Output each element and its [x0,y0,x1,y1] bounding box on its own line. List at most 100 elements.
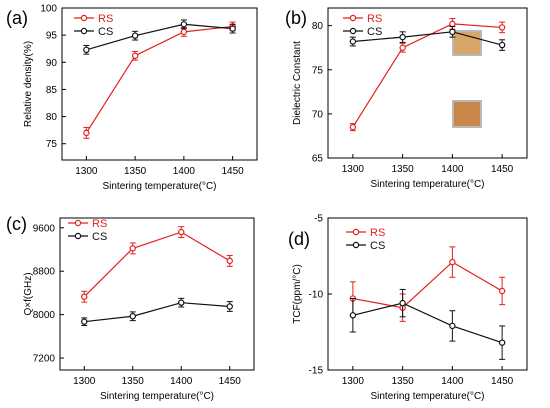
y-tick-label: 80 [312,21,324,32]
data-point [498,339,506,346]
y-axis-title: Q×f(GHz) [23,272,34,315]
legend-marker [349,14,357,22]
chart-panel: (d) 1300 1350 1400 1450 -15 -10 -5 Sintering tem… [288,214,528,402]
x-tick-label: 1300 [73,376,96,387]
legend-label: RS [98,13,113,25]
series-line [85,25,233,134]
x-axis-title: Sintering temperature(°C) [102,181,216,192]
series-line [352,31,503,46]
data-point [399,33,406,41]
legend-label: CS [370,240,385,252]
chart-panel: (b) 1300 1350 1400 1450 65 70 75 80 Sintering tem… [285,7,528,190]
y-tick-label: 70 [312,109,324,120]
legend-label: RS [92,218,107,230]
data-point [449,28,456,36]
chart-panel: (a) 1300 1350 1400 1450 75 80 85 90 95 100 Sinterin… [6,4,258,192]
data-point [226,303,233,310]
x-axis-title: Sintering temperature(°C) [100,391,214,402]
data-point [449,258,456,266]
y-tick-label: 80 [46,112,58,123]
x-tick-label: 1400 [173,166,196,177]
panel-label: (a) [6,8,28,28]
panel-label: (b) [285,8,307,28]
series-line [86,23,233,51]
y-tick-label: 8000 [33,310,56,321]
plot-frame [61,7,258,161]
data-point [226,257,233,265]
data-point [178,228,185,236]
x-tick-label: 1300 [342,164,365,175]
legend-marker [349,27,357,35]
legend-label: CS [98,26,113,38]
y-tick-label: 75 [312,65,324,76]
x-tick-label: 1400 [441,376,464,387]
y-tick-label: 90 [46,58,58,69]
legend-marker [74,219,82,227]
x-tick-label: 1450 [491,376,514,387]
data-series [81,297,233,326]
data-point [129,313,136,320]
data-point [349,38,357,45]
sample-photo-rs [452,30,482,56]
data-series [349,18,506,132]
data-point [131,52,139,59]
data-point [349,312,357,319]
x-tick-label: 1450 [491,164,514,175]
data-point [180,21,188,28]
x-tick-label: 1450 [219,376,242,387]
y-tick-label: -10 [309,290,324,301]
data-point [81,293,88,300]
data-series [81,226,233,303]
y-tick-label: 7200 [33,354,56,365]
chart-panel: (c) 1300 1350 1400 1450 7200 8000 8800 9600 Sinte… [6,214,255,402]
x-tick-label: 1400 [441,164,464,175]
x-tick-label: 1350 [122,376,145,387]
series-line [352,302,503,344]
y-tick-label: 65 [312,154,324,165]
data-point [399,299,406,307]
data-series [349,288,506,360]
legend-marker [352,228,360,236]
legend-marker [352,241,360,249]
series-line [83,231,231,298]
y-tick-label: -15 [309,366,324,377]
data-point [129,245,136,252]
panel-label: (d) [288,229,310,249]
y-tick-label: 8800 [33,267,56,278]
legend-label: RS [370,227,385,239]
data-series [83,21,236,139]
data-point [449,322,456,330]
data-point [83,129,90,137]
series-line [84,302,230,323]
x-tick-label: 1350 [124,166,147,177]
y-tick-label: 85 [46,85,58,96]
y-axis-title: TCF(ppm/°C) [292,264,303,324]
x-tick-label: 1400 [170,376,193,387]
data-point [498,41,506,49]
y-tick-label: 100 [40,4,57,15]
y-tick-label: 95 [46,31,58,42]
legend-label: CS [367,26,382,38]
panel-label: (c) [6,214,27,234]
legend-marker [74,232,82,240]
data-point [229,25,236,32]
x-tick-label: 1350 [392,376,415,387]
data-point [83,46,90,54]
series-line [352,261,503,309]
data-point [131,32,139,39]
legend-marker [80,27,88,35]
y-tick-label: 75 [46,139,58,150]
x-axis-title: Sintering temperature(°C) [370,179,484,190]
legend-label: RS [367,13,382,25]
x-tick-label: 1300 [75,166,98,177]
x-tick-label: 1300 [342,376,365,387]
plot-frame [327,7,528,159]
y-axis-title: Relative density(%) [23,41,34,127]
data-point [180,28,188,36]
data-series [349,26,506,51]
legend-marker [80,14,88,22]
data-series [83,19,236,55]
y-tick-label: 9600 [33,223,56,234]
data-point [449,20,456,28]
